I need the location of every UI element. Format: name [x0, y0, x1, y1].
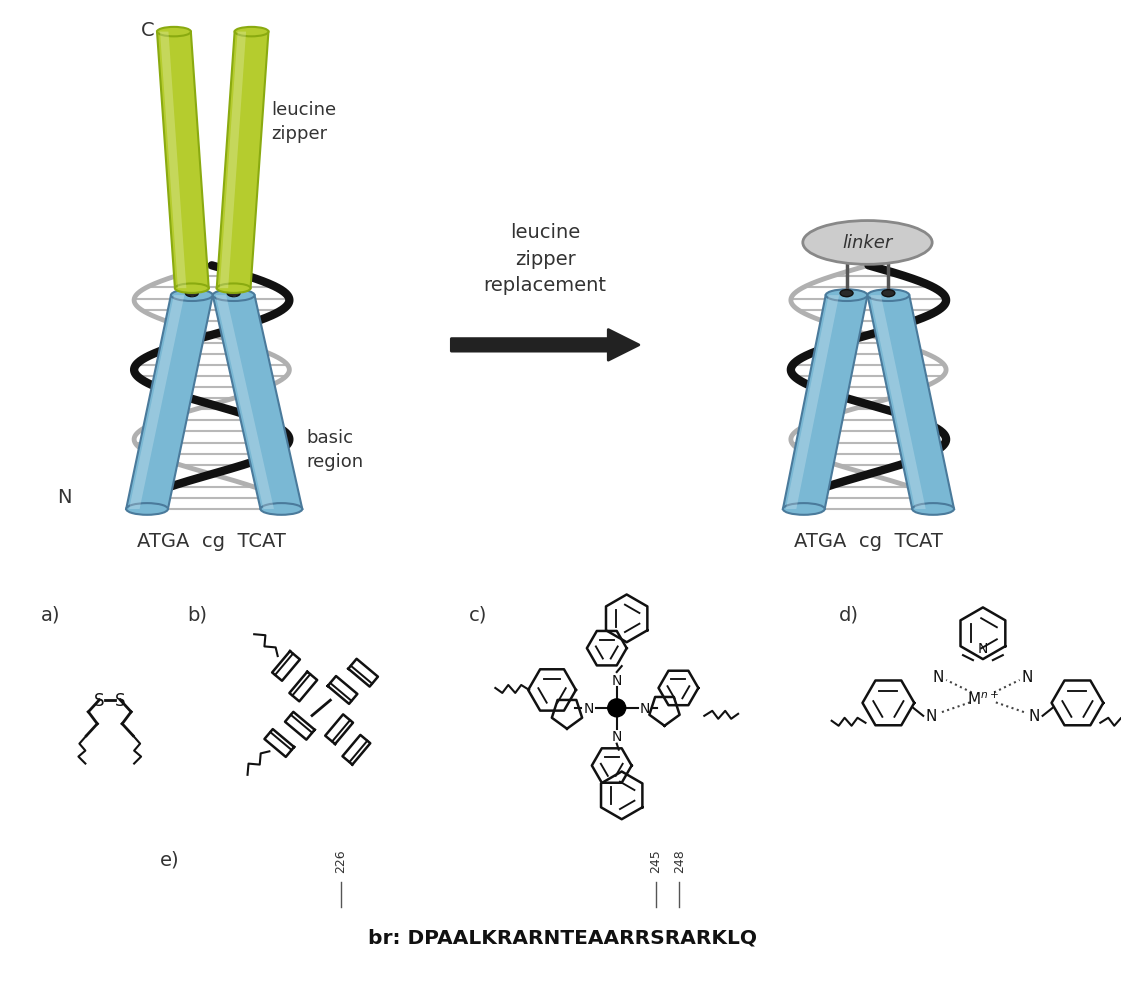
Text: basic
region: basic region	[306, 429, 363, 470]
Text: br: DPAALKRARNTEAARRSRARKLQ: br: DPAALKRARNTEAARRSRARKLQ	[368, 927, 756, 946]
Ellipse shape	[783, 504, 825, 516]
Text: N: N	[1022, 669, 1033, 684]
Polygon shape	[217, 32, 269, 289]
Text: b): b)	[187, 605, 207, 624]
Text: ATGA  cg  TCAT: ATGA cg TCAT	[794, 532, 943, 551]
Text: d): d)	[839, 605, 859, 624]
Text: M$^{n+}$: M$^{n+}$	[967, 690, 999, 707]
Text: N: N	[640, 701, 650, 715]
Text: leucine
zipper: leucine zipper	[271, 101, 336, 142]
Polygon shape	[219, 32, 246, 289]
Polygon shape	[129, 296, 184, 510]
Ellipse shape	[868, 290, 909, 302]
Text: 245: 245	[649, 849, 662, 872]
Text: N: N	[933, 669, 944, 684]
Text: N: N	[1028, 708, 1041, 723]
FancyArrowPatch shape	[452, 330, 638, 361]
Polygon shape	[783, 296, 868, 510]
Polygon shape	[157, 32, 209, 289]
Ellipse shape	[840, 291, 853, 297]
Ellipse shape	[175, 284, 209, 294]
Text: S: S	[94, 691, 105, 709]
Ellipse shape	[227, 291, 241, 297]
Polygon shape	[160, 32, 187, 289]
Text: leucine
zipper
replacement: leucine zipper replacement	[483, 223, 607, 295]
Text: 248: 248	[673, 849, 686, 872]
Text: N: N	[57, 487, 72, 507]
Text: ATGA  cg  TCAT: ATGA cg TCAT	[137, 532, 287, 551]
Text: a): a)	[40, 605, 60, 624]
Polygon shape	[216, 296, 274, 510]
Circle shape	[608, 699, 626, 717]
Polygon shape	[868, 296, 954, 510]
Text: C: C	[140, 21, 154, 40]
Text: N: N	[611, 673, 622, 687]
Ellipse shape	[212, 290, 254, 302]
Polygon shape	[870, 296, 926, 510]
Ellipse shape	[157, 28, 191, 37]
Ellipse shape	[126, 504, 167, 516]
Ellipse shape	[826, 290, 868, 302]
Text: N: N	[978, 642, 988, 656]
Text: linker: linker	[842, 235, 892, 252]
Ellipse shape	[261, 504, 302, 516]
Polygon shape	[786, 296, 840, 510]
Text: N: N	[583, 701, 595, 715]
Ellipse shape	[235, 28, 269, 37]
Text: 226: 226	[335, 849, 347, 872]
Ellipse shape	[217, 284, 251, 294]
Ellipse shape	[913, 504, 954, 516]
Ellipse shape	[803, 222, 932, 265]
Polygon shape	[126, 296, 212, 510]
Text: c): c)	[469, 605, 487, 624]
Text: N: N	[925, 708, 936, 723]
Text: N: N	[611, 729, 622, 743]
Ellipse shape	[882, 291, 895, 297]
Text: S: S	[115, 691, 126, 709]
Ellipse shape	[185, 291, 198, 297]
Polygon shape	[212, 296, 302, 510]
Ellipse shape	[171, 290, 212, 302]
Text: e): e)	[160, 850, 180, 869]
